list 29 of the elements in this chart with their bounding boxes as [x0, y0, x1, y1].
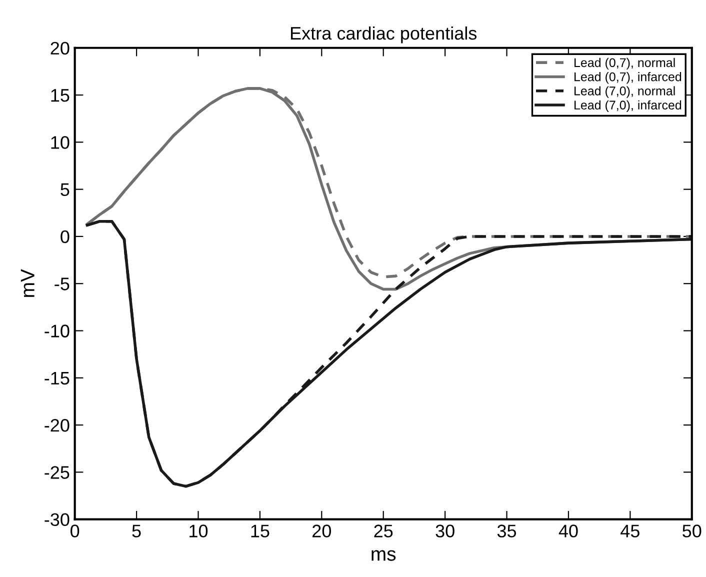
y-tick-label: 0: [60, 230, 70, 244]
y-tick-label: 5: [60, 183, 70, 196]
y-tick-label: -20: [44, 418, 70, 432]
x-tick-label: 10: [190, 524, 208, 538]
x-tick-label: 20: [312, 524, 331, 538]
y-tick-label: 10: [51, 136, 70, 149]
x-tick-label: 15: [251, 524, 270, 538]
y-axis-title: mV: [20, 269, 34, 297]
y-tick-label: -25: [44, 466, 70, 479]
x-tick-label: 0: [70, 524, 80, 538]
y-tick-label: 15: [51, 89, 70, 102]
x-tick-label: 25: [374, 524, 393, 538]
x-tick-label: 5: [132, 524, 141, 538]
y-tick-label: -5: [54, 278, 70, 290]
x-tick-label: 30: [436, 524, 454, 538]
y-tick-label: -10: [44, 324, 70, 338]
x-axis-title: ms: [372, 550, 396, 561]
legend-label: Lead (0,7), normal: [574, 58, 675, 70]
y-tick-label: -15: [44, 372, 70, 385]
y-tick-label: 20: [50, 42, 70, 55]
legend-label: Lead (7,0), infarced: [574, 100, 682, 112]
legend-label: Lead (0,7), infarced: [574, 72, 682, 84]
x-tick-label: 35: [497, 524, 516, 538]
chart-title: Extra cardiac potentials: [291, 26, 477, 44]
x-tick-label: 40: [558, 524, 578, 538]
y-tick-label: -30: [44, 513, 70, 526]
legend-label: Lead (7,0), normal: [574, 86, 675, 98]
x-tick-label: 45: [620, 524, 640, 538]
x-tick-label: 50: [682, 524, 702, 538]
